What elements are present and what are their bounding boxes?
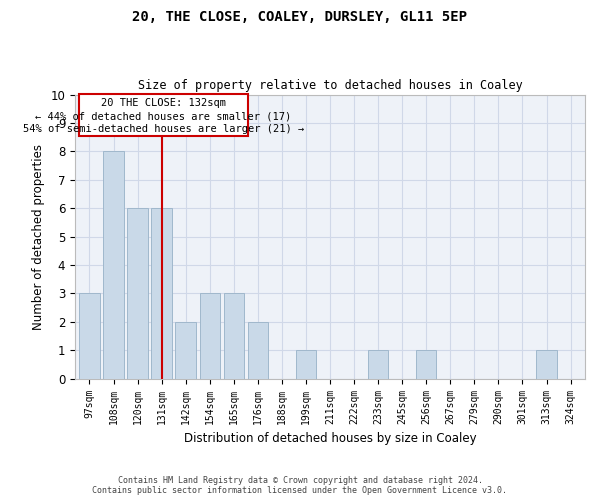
Text: 54% of semi-detached houses are larger (21) →: 54% of semi-detached houses are larger (… bbox=[23, 124, 304, 134]
Bar bbox=[151, 208, 172, 378]
Y-axis label: Number of detached properties: Number of detached properties bbox=[32, 144, 45, 330]
Text: 20, THE CLOSE, COALEY, DURSLEY, GL11 5EP: 20, THE CLOSE, COALEY, DURSLEY, GL11 5EP bbox=[133, 10, 467, 24]
Bar bbox=[103, 152, 124, 378]
Bar bbox=[224, 294, 244, 378]
Text: ← 44% of detached houses are smaller (17): ← 44% of detached houses are smaller (17… bbox=[35, 112, 292, 122]
Title: Size of property relative to detached houses in Coaley: Size of property relative to detached ho… bbox=[137, 79, 523, 92]
FancyBboxPatch shape bbox=[79, 94, 248, 136]
Bar bbox=[200, 294, 220, 378]
Bar bbox=[536, 350, 557, 378]
Bar bbox=[127, 208, 148, 378]
Text: Contains HM Land Registry data © Crown copyright and database right 2024.
Contai: Contains HM Land Registry data © Crown c… bbox=[92, 476, 508, 495]
Bar bbox=[416, 350, 436, 378]
Bar bbox=[79, 294, 100, 378]
Bar bbox=[248, 322, 268, 378]
Bar bbox=[296, 350, 316, 378]
X-axis label: Distribution of detached houses by size in Coaley: Distribution of detached houses by size … bbox=[184, 432, 476, 445]
Bar bbox=[175, 322, 196, 378]
Text: 20 THE CLOSE: 132sqm: 20 THE CLOSE: 132sqm bbox=[101, 98, 226, 108]
Bar bbox=[368, 350, 388, 378]
